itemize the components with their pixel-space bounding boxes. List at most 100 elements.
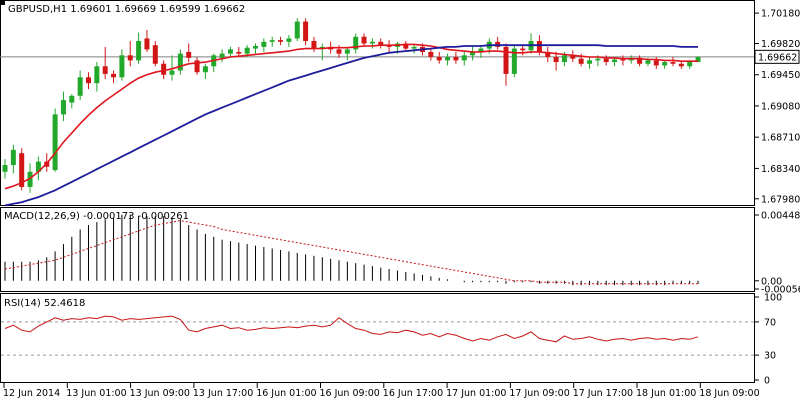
price-tick-label: 1.70180 <box>761 9 800 20</box>
candle <box>194 57 200 75</box>
candle <box>177 49 183 75</box>
candle <box>436 51 442 64</box>
macd-signal-line <box>4 220 698 285</box>
time-tick-label: 16 Jun 09:00 <box>320 388 380 399</box>
time-tick-label: 17 Jun 17:00 <box>573 388 633 399</box>
candle <box>227 46 233 58</box>
candle <box>520 45 526 56</box>
candle <box>319 43 325 61</box>
candle <box>445 53 451 66</box>
candle <box>253 43 258 54</box>
chart-marker-icon <box>1 1 5 5</box>
rsi-line <box>4 315 699 343</box>
time-axis: 12 Jun 2014 13 Jun 01:00 13 Jun 09:00 13 Ju… <box>3 383 760 399</box>
rsi-tick-label: 0 <box>764 376 770 387</box>
time-tick-label: 12 Jun 2014 <box>3 388 60 399</box>
candle <box>186 43 192 63</box>
price-panel <box>0 0 755 206</box>
macd-axis-ticks: 0.004484 0.00-0.000561 <box>755 211 800 296</box>
candle <box>369 38 375 49</box>
candle <box>303 18 309 46</box>
macd-panel <box>0 207 755 292</box>
price-tick-label: 1.68710 <box>761 133 800 144</box>
ma-slow-line <box>4 44 698 207</box>
price-tick-label: 1.68340 <box>761 164 800 175</box>
candle <box>361 33 367 47</box>
candle <box>202 63 208 79</box>
candle <box>695 56 701 63</box>
time-tick-label: 17 Jun 09:00 <box>509 388 569 399</box>
time-tick-label: 17 Jun 01:00 <box>446 388 506 399</box>
candle <box>2 159 8 179</box>
time-tick-label: 18 Jun 09:00 <box>699 388 759 399</box>
macd-histogram <box>4 214 699 286</box>
candle <box>470 46 476 61</box>
price-title: GBPUSD,H1 1.69601 1.69669 1.69599 1.6966… <box>8 4 245 15</box>
candle <box>269 36 275 47</box>
candle <box>69 94 75 109</box>
macd-title: MACD(12,26,9) -0.000173 -0.000261 <box>4 211 189 222</box>
rsi-tick-label: 100 <box>764 293 782 304</box>
candle <box>136 32 142 64</box>
price-tick-label: 1.69820 <box>761 39 800 50</box>
ma-fast-line <box>4 43 698 190</box>
candle <box>161 60 167 79</box>
price-axis-ticks: 1.70180 1.69820 1.69450 1.69080 1.68710 1.683… <box>755 9 800 205</box>
candle <box>152 40 158 67</box>
macd-tick-label: 0.004484 <box>761 211 800 222</box>
candle <box>311 36 317 52</box>
price-tick-label: 1.69080 <box>761 101 800 112</box>
candle <box>127 40 133 67</box>
candle <box>662 60 668 69</box>
rsi-tick-label: 30 <box>764 351 776 362</box>
candle <box>111 70 117 84</box>
price-tick-label: 1.69450 <box>761 70 800 81</box>
candle <box>77 70 83 101</box>
time-tick-label: 13 Jun 09:00 <box>130 388 190 399</box>
candle <box>294 18 300 41</box>
candle <box>102 46 108 79</box>
candle <box>403 40 409 51</box>
candle <box>570 50 576 63</box>
candle <box>52 108 58 172</box>
current-price-text: 1.69662 <box>758 52 797 63</box>
macd-tick-label: -0.000561 <box>761 285 800 296</box>
rsi-axis-ticks: 100 70 30 0 <box>1 293 782 387</box>
candle <box>453 51 459 64</box>
time-tick-label: 18 Jun 01:00 <box>636 388 696 399</box>
candle <box>428 48 434 61</box>
candle <box>86 72 91 90</box>
candle <box>386 40 392 52</box>
candle <box>219 49 225 63</box>
candle <box>236 46 242 58</box>
candle <box>603 55 609 66</box>
candle <box>378 38 384 49</box>
candle <box>353 33 359 54</box>
rsi-panel <box>0 293 755 383</box>
candle <box>587 57 592 69</box>
price-tick-label: 1.67980 <box>761 194 800 205</box>
candle <box>119 49 125 81</box>
time-tick-label: 13 Jun 01:00 <box>66 388 126 399</box>
candle <box>545 46 551 63</box>
rsi-title: RSI(14) 52.4618 <box>4 298 85 309</box>
candle <box>344 46 350 61</box>
candle <box>553 51 559 71</box>
candle <box>144 30 150 52</box>
current-price-badge: 1.69662 <box>754 49 800 64</box>
time-tick-label: 13 Jun 17:00 <box>193 388 253 399</box>
candle <box>511 45 517 78</box>
candle <box>637 55 643 67</box>
time-tick-label: 16 Jun 17:00 <box>383 388 443 399</box>
time-tick-label: 16 Jun 01:00 <box>256 388 316 399</box>
candle <box>286 35 292 47</box>
candle <box>60 91 66 122</box>
candle <box>278 36 284 46</box>
rsi-tick-label: 70 <box>764 317 776 328</box>
candle <box>620 55 626 66</box>
candle <box>461 51 467 66</box>
candle <box>670 57 676 67</box>
candle <box>503 43 509 86</box>
macd-tick-label: 0.00 <box>761 276 782 287</box>
